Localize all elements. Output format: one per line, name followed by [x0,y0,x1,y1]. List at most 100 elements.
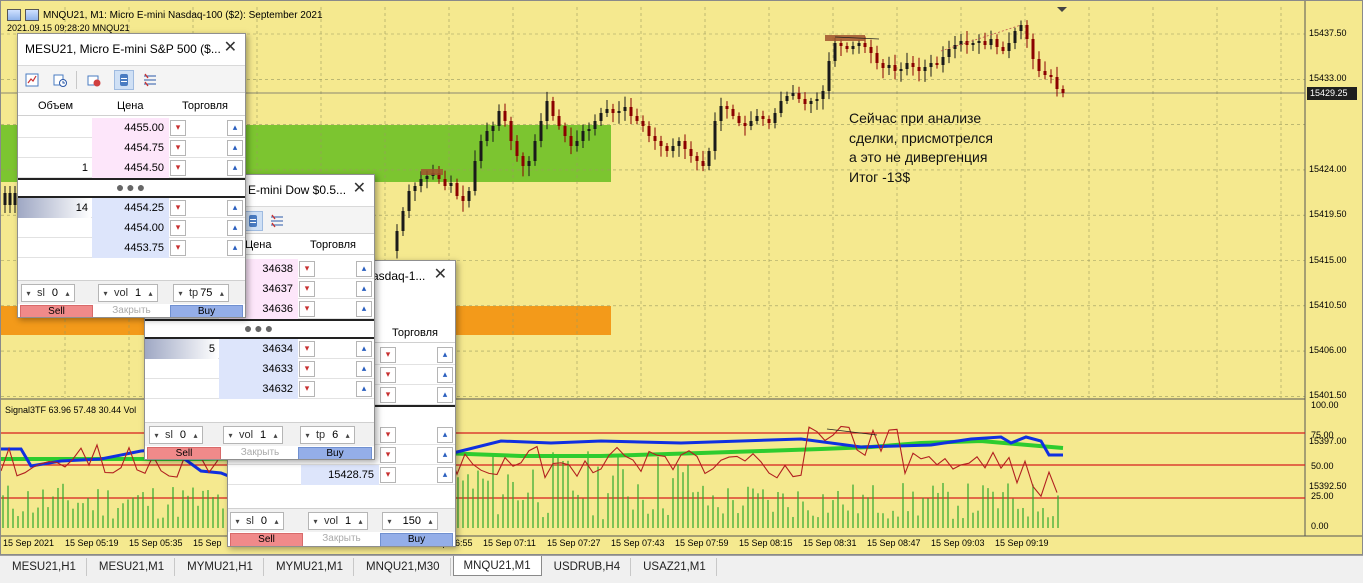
decrement-icon[interactable]: ▾ [154,431,159,440]
sell-at-price-icon[interactable]: ▾ [380,427,396,443]
buy-button[interactable]: Buy [380,533,453,546]
sell-at-price-icon[interactable]: ▾ [380,447,396,463]
sl-stepper[interactable]: ▾ sl 0 ▴ [149,426,203,444]
increment-icon[interactable]: ▴ [219,289,224,298]
buy-at-price-icon[interactable]: ▴ [227,220,243,236]
close-icon[interactable]: ✕ [352,180,366,197]
close-icon[interactable]: ✕ [433,266,447,283]
tab-usaz21-m1[interactable]: USAZ21,M1 [633,558,717,576]
decrement-icon[interactable]: ▾ [387,517,392,526]
sell-at-price-icon[interactable]: ▾ [299,341,315,357]
tab-mesu21-m1[interactable]: MESU21,M1 [89,558,176,576]
tp-value[interactable]: 6 [332,429,339,441]
sell-button[interactable]: Sell [20,305,93,317]
decrement-icon[interactable]: ▾ [305,431,310,440]
chart-properties-icon[interactable] [25,9,39,21]
dom-panel-sp500[interactable]: MESU21, Micro E-mini S&P 500 ($... ✕ Объ… [17,33,246,318]
buy-at-price-icon[interactable]: ▴ [356,341,372,357]
sell-at-price-icon[interactable]: ▾ [170,120,186,136]
decrement-icon[interactable]: ▾ [103,289,108,298]
sell-at-price-icon[interactable]: ▾ [170,220,186,236]
buy-at-price-icon[interactable]: ▴ [227,200,243,216]
sl-value[interactable]: 0 [179,429,186,441]
tp-stepper[interactable]: ▾ 150 ▴ [382,512,438,530]
sell-at-price-icon[interactable]: ▾ [170,240,186,256]
buy-button[interactable]: Buy [298,447,372,459]
sell-at-price-icon[interactable]: ▾ [380,347,396,363]
increment-icon[interactable]: ▴ [273,431,278,440]
increment-icon[interactable]: ▴ [428,517,433,526]
levels-icon[interactable] [140,70,160,90]
close-position-button[interactable]: Закрыть [112,305,151,316]
buy-at-price-icon[interactable]: ▴ [437,467,453,483]
decrement-icon[interactable]: ▾ [228,431,233,440]
tab-usdrub-h4[interactable]: USDRUB,H4 [544,558,632,576]
sl-value[interactable]: 0 [260,515,267,527]
sell-at-price-icon[interactable]: ▾ [170,140,186,156]
sell-button[interactable]: Sell [147,447,221,459]
buy-at-price-icon[interactable]: ▴ [437,367,453,383]
sell-at-price-icon[interactable]: ▾ [380,387,396,403]
auto-trade-icon[interactable] [84,70,104,90]
buy-at-price-icon[interactable]: ▴ [437,427,453,443]
buy-at-price-icon[interactable]: ▴ [227,240,243,256]
tab-mymu21-m1[interactable]: MYMU21,M1 [266,558,355,576]
tab-mymu21-h1[interactable]: MYMU21,H1 [177,558,264,576]
increment-icon[interactable]: ▴ [193,431,198,440]
vol-stepper[interactable]: ▾ vol 1 ▴ [308,512,369,530]
close-position-button[interactable]: Закрыть [322,533,361,544]
dom-view-icon[interactable] [114,70,134,90]
buy-at-price-icon[interactable]: ▴ [227,160,243,176]
buy-button[interactable]: Buy [170,305,243,317]
decrement-icon[interactable]: ▾ [313,517,318,526]
sell-button[interactable]: Sell [230,533,303,546]
vol-value[interactable]: 1 [344,515,352,527]
buy-at-price-icon[interactable]: ▴ [356,261,372,277]
buy-at-price-icon[interactable]: ▴ [227,140,243,156]
sell-at-price-icon[interactable]: ▾ [299,261,315,277]
vol-stepper[interactable]: ▾ vol 1 ▴ [223,426,284,444]
more-levels-icon[interactable]: ●●● [243,320,276,336]
chart-icon[interactable] [22,70,42,90]
buy-at-price-icon[interactable]: ▴ [356,301,372,317]
sl-stepper[interactable]: ▾ sl 0 ▴ [21,284,75,302]
vol-value[interactable]: 1 [134,287,142,299]
buy-at-price-icon[interactable]: ▴ [356,281,372,297]
increment-icon[interactable]: ▴ [148,289,153,298]
buy-at-price-icon[interactable]: ▴ [437,347,453,363]
increment-icon[interactable]: ▴ [274,517,279,526]
increment-icon[interactable]: ▴ [358,517,363,526]
close-position-button[interactable]: Закрыть [240,447,280,458]
sell-at-price-icon[interactable]: ▾ [299,281,315,297]
dom-title-bar[interactable]: MESU21, Micro E-mini S&P 500 ($... ✕ [18,34,245,64]
sl-value[interactable]: 0 [51,287,58,299]
sell-at-price-icon[interactable]: ▾ [170,200,186,216]
buy-at-price-icon[interactable]: ▴ [227,120,243,136]
decrement-icon[interactable]: ▾ [178,289,183,298]
sell-at-price-icon[interactable]: ▾ [380,367,396,383]
tab-mesu21-h1[interactable]: MESU21,H1 [2,558,87,576]
tp-value[interactable]: 75 [200,287,213,299]
tp-stepper[interactable]: ▾ tp 6 ▴ [300,426,356,444]
increment-icon[interactable]: ▴ [345,431,350,440]
sell-at-price-icon[interactable]: ▾ [170,160,186,176]
sell-at-price-icon[interactable]: ▾ [299,381,315,397]
tp-stepper[interactable]: ▾ tp 75 ▴ [173,284,230,302]
buy-at-price-icon[interactable]: ▴ [437,447,453,463]
sell-at-price-icon[interactable]: ▾ [299,361,315,377]
dom-view-icon[interactable] [243,211,263,231]
tp-value[interactable]: 150 [402,515,421,527]
buy-at-price-icon[interactable]: ▴ [356,361,372,377]
vol-value[interactable]: 1 [259,429,267,441]
decrement-icon[interactable]: ▾ [235,517,240,526]
buy-at-price-icon[interactable]: ▴ [437,387,453,403]
sell-at-price-icon[interactable]: ▾ [299,301,315,317]
tab-mnqu21-m1[interactable]: MNQU21,M1 [452,556,542,576]
buy-at-price-icon[interactable]: ▴ [356,381,372,397]
levels-icon[interactable] [267,211,287,231]
sl-stepper[interactable]: ▾ sl 0 ▴ [230,512,284,530]
history-icon[interactable] [50,70,70,90]
more-levels-icon[interactable]: ●●● [115,179,148,195]
decrement-icon[interactable]: ▾ [26,289,31,298]
tab-mnqu21-m30[interactable]: MNQU21,M30 [356,558,451,576]
